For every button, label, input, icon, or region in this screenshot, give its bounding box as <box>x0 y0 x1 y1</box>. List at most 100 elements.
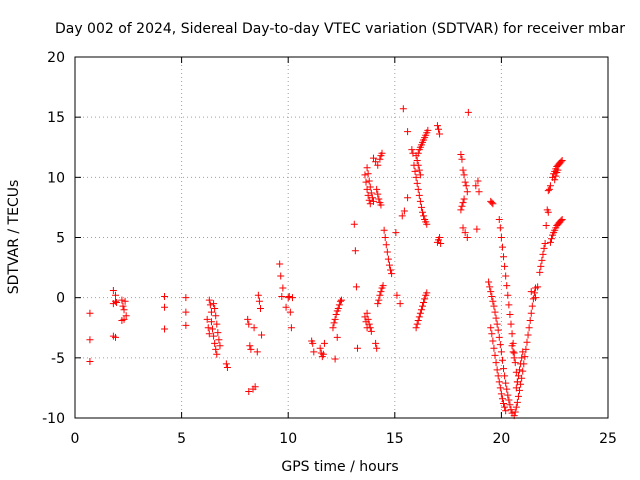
data-point <box>488 199 496 207</box>
data-point <box>408 146 416 154</box>
data-point <box>497 234 505 241</box>
data-point <box>388 270 396 278</box>
data-point <box>500 365 508 373</box>
data-point <box>495 378 503 386</box>
data-point <box>464 108 472 116</box>
data-point <box>112 297 120 305</box>
y-tick-label: -10 <box>42 411 65 427</box>
data-point <box>416 309 424 317</box>
data-point <box>399 105 407 113</box>
data-point <box>213 320 221 328</box>
data-point <box>353 344 361 352</box>
data-point <box>485 278 493 286</box>
data-point <box>548 235 556 243</box>
data-point <box>505 301 513 309</box>
data-point <box>512 384 520 392</box>
x-tick-label: 20 <box>492 431 510 447</box>
data-point <box>363 309 371 317</box>
data-point <box>414 149 422 157</box>
y-tick-label: 0 <box>56 291 65 307</box>
data-point <box>161 292 169 300</box>
data-point <box>404 194 412 202</box>
data-point <box>514 392 522 400</box>
data-point <box>205 296 213 304</box>
data-point <box>377 288 385 296</box>
x-tick-label: 5 <box>177 431 186 447</box>
data-point <box>493 320 501 328</box>
data-point <box>333 333 341 341</box>
data-point <box>209 325 217 333</box>
data-point <box>398 212 406 220</box>
data-point <box>490 344 498 352</box>
data-point <box>414 317 422 325</box>
data-point <box>517 360 525 368</box>
data-point <box>367 327 375 335</box>
data-point <box>279 284 287 292</box>
data-point <box>554 166 562 174</box>
data-point <box>489 297 497 305</box>
data-point <box>505 396 513 404</box>
data-point <box>247 345 255 353</box>
data-point <box>437 240 445 248</box>
data-point <box>488 292 496 300</box>
data-point <box>276 260 284 268</box>
data-point <box>462 182 470 190</box>
data-point <box>375 296 383 304</box>
data-point <box>216 342 224 350</box>
data-point <box>334 304 342 312</box>
data-point <box>396 300 404 308</box>
data-point <box>310 348 318 356</box>
data-point <box>544 208 552 216</box>
data-point <box>120 306 128 314</box>
data-point <box>331 315 339 323</box>
data-point <box>459 166 467 174</box>
data-point <box>222 360 230 368</box>
data-point <box>546 182 554 190</box>
data-point <box>461 229 469 237</box>
data-point <box>392 229 400 237</box>
data-point <box>491 351 499 359</box>
data-point <box>413 156 421 164</box>
data-point <box>363 185 371 193</box>
data-point <box>376 155 384 163</box>
data-point <box>362 318 370 326</box>
data-point <box>488 330 496 338</box>
data-point <box>527 288 535 296</box>
data-point <box>374 161 382 169</box>
data-point <box>381 234 389 241</box>
data-point <box>493 366 501 374</box>
data-point <box>494 372 502 380</box>
data-point <box>525 324 533 332</box>
y-tick-label: 15 <box>47 110 65 126</box>
data-point <box>374 300 382 308</box>
data-point <box>540 244 548 252</box>
data-point <box>504 391 512 399</box>
data-point <box>277 272 285 280</box>
data-point <box>212 312 220 320</box>
y-tick-label: 5 <box>56 231 65 247</box>
data-point <box>203 315 211 323</box>
data-point <box>361 313 369 321</box>
data-point <box>207 308 215 316</box>
axis-ticks: 0 5 10 15 20 25 -10 -5 0 5 10 15 20 <box>42 50 617 447</box>
data-point <box>245 388 253 396</box>
data-point <box>503 282 511 290</box>
data-point <box>458 202 466 210</box>
data-point <box>393 291 401 299</box>
data-point <box>329 324 337 332</box>
data-point <box>511 359 519 367</box>
data-point <box>526 317 534 325</box>
data-point <box>494 326 502 334</box>
data-point <box>502 379 510 387</box>
data-point <box>557 158 565 166</box>
data-point <box>378 149 386 157</box>
data-point <box>496 224 504 232</box>
data-point <box>508 342 516 350</box>
data-point <box>501 403 509 411</box>
data-point <box>215 336 223 344</box>
data-point <box>539 250 547 258</box>
data-point <box>372 339 380 347</box>
x-axis-label: GPS time / hours <box>281 459 398 475</box>
data-point <box>551 176 559 184</box>
